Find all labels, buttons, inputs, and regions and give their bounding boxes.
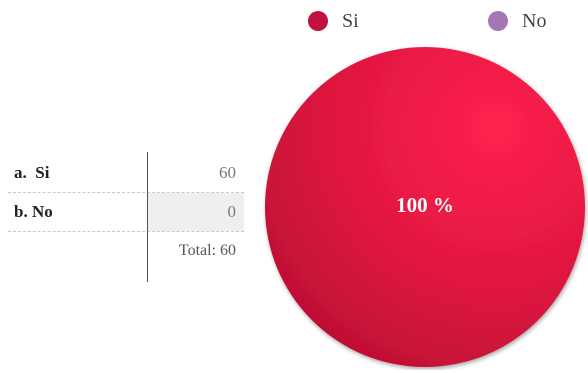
table-divider (147, 152, 148, 282)
pie-slices (265, 47, 585, 367)
pie-labels: 100 % (396, 193, 454, 217)
legend-label-si: Si (342, 9, 359, 32)
legend-item-no: No (488, 6, 546, 36)
row-label: b. No (14, 202, 53, 221)
pie-slice-label: 100 % (396, 193, 454, 217)
total-value: Total: 60 (178, 242, 236, 259)
chart-legend: Si No (308, 6, 578, 36)
table-row: b. No 0 (8, 193, 244, 232)
results-table: a. Si 60 b. No 0 Total: 60 (8, 152, 244, 282)
row-value: 0 (148, 193, 244, 231)
row-label: a. Si (14, 163, 50, 182)
pie-chart: 100 % (265, 47, 585, 367)
table-total-row: Total: 60 (8, 232, 244, 270)
legend-swatch-si (308, 11, 328, 31)
legend-swatch-no (488, 11, 508, 31)
table-row: a. Si 60 (8, 154, 244, 193)
legend-label-no: No (522, 9, 547, 32)
pie-slice-si (265, 47, 585, 367)
row-value: 60 (219, 163, 236, 182)
legend-item-si: Si (308, 6, 359, 36)
